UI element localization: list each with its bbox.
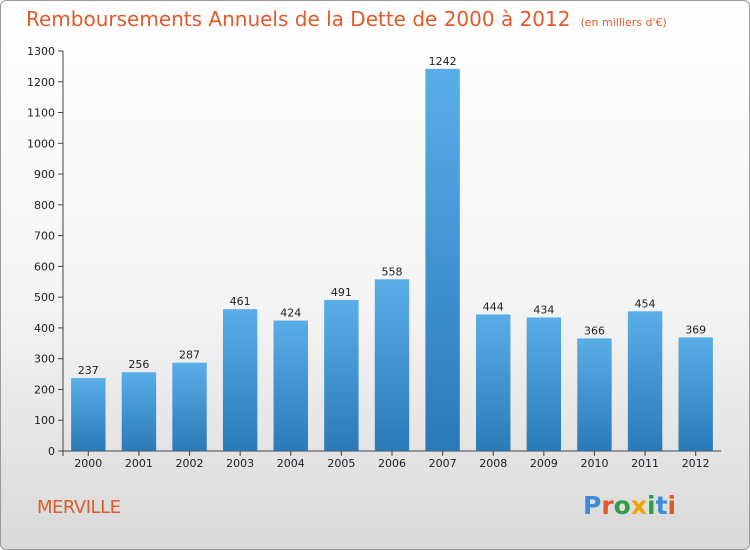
x-tick-label: 2004 [277,457,305,470]
y-tick-label: 900 [34,168,55,181]
data-label: 1242 [429,55,457,68]
y-tick-label: 1100 [27,107,55,120]
data-label: 491 [331,286,352,299]
chart-title: Remboursements Annuels de la Dette de 20… [26,7,667,31]
x-tick-label: 2000 [74,457,102,470]
bar [172,362,207,451]
logo-letter-i2: i [667,491,677,520]
bar [526,317,562,451]
bar [678,337,713,451]
y-tick-label: 100 [34,414,55,427]
logo-letter-r: r [601,491,614,520]
y-tick-label: 300 [34,353,55,366]
x-tick-label: 2002 [176,457,204,470]
bar [374,279,410,451]
logo-letter-o: o [613,491,631,520]
y-tick-label: 1200 [27,76,55,89]
y-tick-label: 800 [34,199,55,212]
chart-title-text: Remboursements Annuels de la Dette de 20… [26,7,571,31]
x-tick-label: 2007 [429,457,457,470]
y-tick-label: 1000 [27,137,55,150]
y-tick-label: 500 [34,291,55,304]
y-tick-label: 200 [34,383,55,396]
proxiti-logo: Proxiti [583,491,676,520]
data-label: 558 [382,265,403,278]
bar [222,309,258,451]
bar [324,299,359,451]
bar [121,372,157,451]
y-tick-label: 1300 [27,45,55,58]
data-label: 256 [128,358,149,371]
data-label: 369 [685,323,706,336]
bar [425,68,460,451]
x-tick-label: 2008 [479,457,507,470]
x-tick-label: 2009 [530,457,558,470]
x-tick-label: 2003 [226,457,254,470]
bar [273,320,308,451]
bar [577,338,612,451]
data-label: 454 [635,297,656,310]
bar [627,311,663,451]
x-tick-label: 2012 [682,457,710,470]
data-label: 366 [584,324,605,337]
data-label: 237 [78,364,99,377]
y-tick-label: 0 [48,445,55,458]
axes: 0 100 200 300 400 500 600 700 800 900 1000 1100 1200… [27,45,721,470]
x-tick-label: 2006 [378,457,406,470]
data-label: 444 [483,300,504,313]
logo-letter-i: i [647,491,656,520]
bars [71,68,713,451]
data-label: 287 [179,349,200,362]
logo-letter-t: t [655,491,668,520]
commune-name: MERVILLE [37,497,121,518]
x-tick-label: 2005 [327,457,355,470]
logo-letter-x: x [630,491,647,520]
chart-unit: (en milliers d'€) [580,16,667,29]
data-label: 461 [230,295,251,308]
x-tick-label: 2001 [125,457,153,470]
logo-letter-p: P [583,491,602,520]
bar [476,314,511,451]
y-tick-label: 400 [34,322,55,335]
y-tick-label: 700 [34,230,55,243]
value-labels: 237 256 287 461 424 491 558 1242 444 434 366 454 369 [78,55,706,377]
data-label: 424 [280,307,301,320]
x-tick-label: 2011 [631,457,659,470]
bar [71,378,106,451]
y-tick-label: 600 [34,260,55,273]
x-tick-label: 2010 [580,457,608,470]
data-label: 434 [533,303,554,316]
